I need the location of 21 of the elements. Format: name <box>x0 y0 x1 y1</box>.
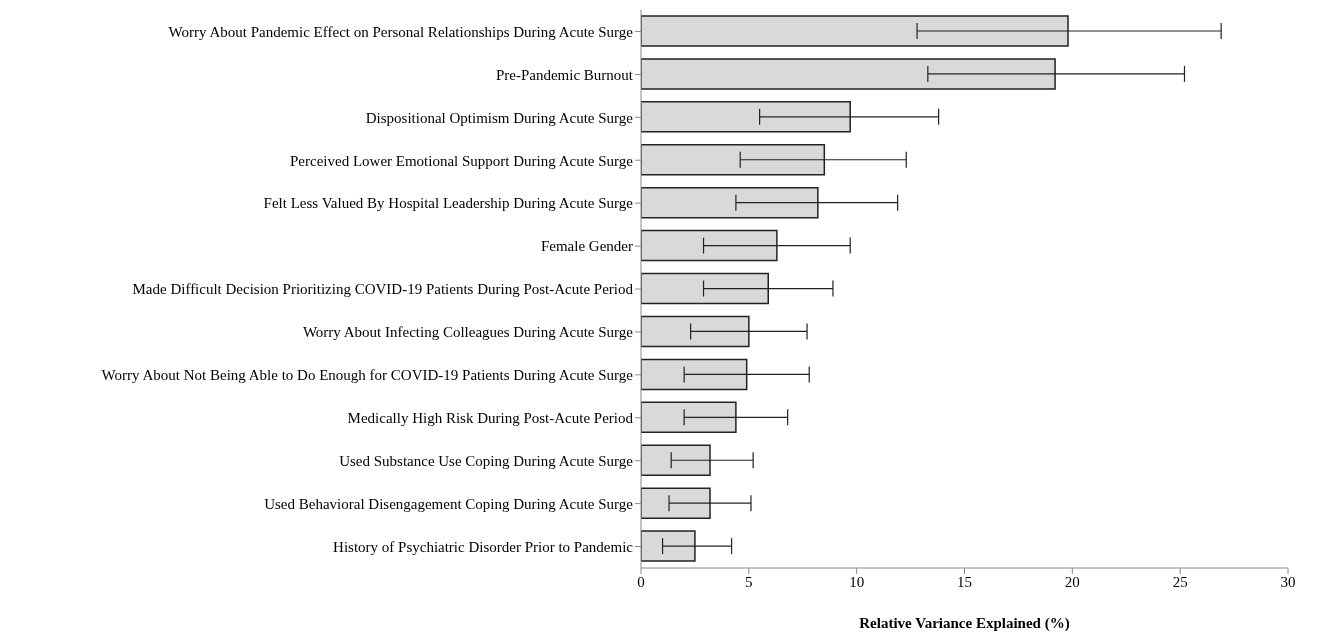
y-tick-label: Used Behavioral Disengagement Coping During Acute Surge <box>264 495 634 512</box>
x-tick-label: 25 <box>1172 573 1188 590</box>
x-tick-label: 0 <box>637 573 645 590</box>
y-tick-label: Worry About Infecting Colleagues During Acute Surge <box>302 324 634 341</box>
y-tick-label: Worry About Not Being Able to Do Enough for COVID-19 Patients During Acute Surge <box>101 367 634 384</box>
y-tick-label: Female Gender <box>540 238 633 255</box>
y-tick-label: Dispositional Optimism During Acute Surge <box>365 109 634 126</box>
x-tick-label: 20 <box>1064 573 1080 590</box>
x-tick-label: 30 <box>1280 573 1296 590</box>
y-tick-label: Made Difficult Decision Prioritizing COVID-19 Patients During Post-Acute Period <box>132 281 634 298</box>
x-axis-title: Relative Variance Explained (%) <box>859 615 1070 632</box>
y-tick-label: Medically High Risk During Post-Acute Period <box>347 410 634 427</box>
x-tick-label: 5 <box>745 573 753 590</box>
y-tick-label: Pre-Pandemic Burnout <box>495 66 634 83</box>
y-tick-label: Felt Less Valued By Hospital Leadership During Acute Surge <box>263 195 634 212</box>
y-tick-label: Used Substance Use Coping During Acute Surge <box>339 453 634 470</box>
y-tick-label: Worry About Pandemic Effect on Personal Relationships During Acute Surge <box>168 23 634 40</box>
x-tick-label: 10 <box>849 573 865 590</box>
x-tick-label: 15 <box>957 573 972 590</box>
y-tick-label: Perceived Lower Emotional Support During Acute Surge <box>290 152 634 169</box>
y-tick-label: History of Psychiatric Disorder Prior to Pandemic <box>333 538 634 555</box>
